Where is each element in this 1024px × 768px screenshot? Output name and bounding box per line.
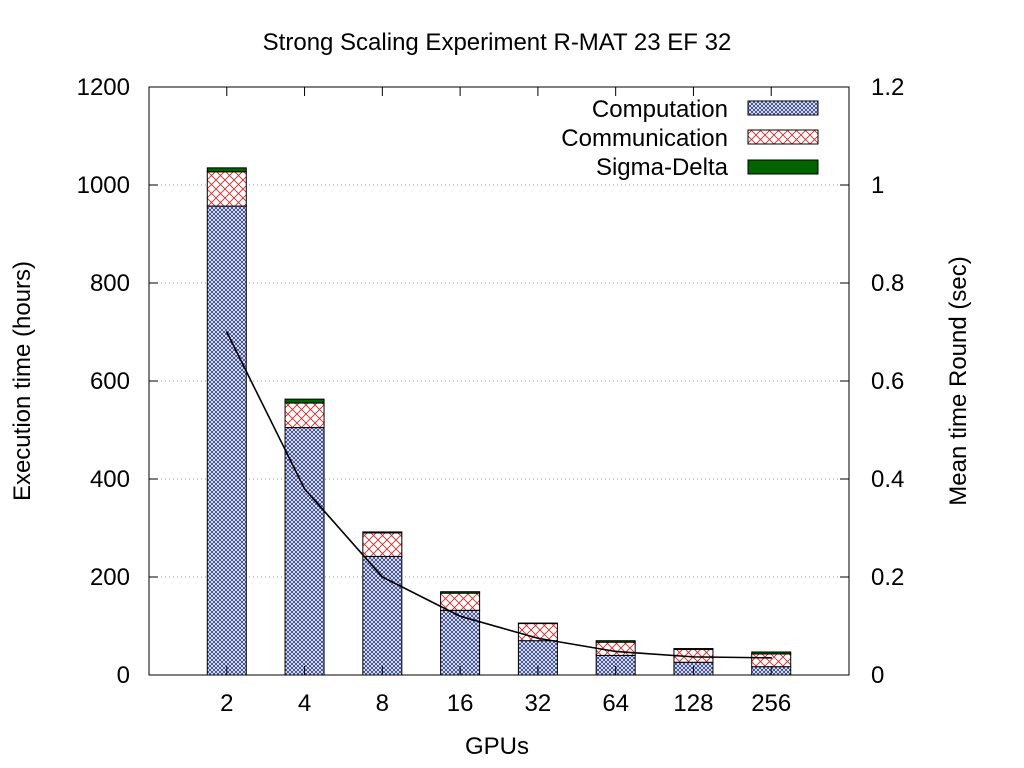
line-point-8 [381,576,384,578]
bar-communication-256 [751,653,792,668]
grid-layer [149,184,849,578]
x-tick-label-64: 64 [602,690,629,717]
x-tick-label-128: 128 [673,690,713,717]
y2-tick-label-3: 0.6 [871,368,904,395]
y-tick-label-5: 1000 [77,172,130,199]
bar-computation-2 [206,205,247,676]
bar-computation-8 [362,555,403,676]
y2-tick-label-1: 0.2 [871,564,904,591]
y2-tick-label-6: 1.2 [871,74,904,101]
bar-sigma-delta-8 [362,531,403,534]
chart-title: Strong Scaling Experiment R-MAT 23 EF 32 [263,29,732,56]
legend-swatch-computation [747,100,819,116]
legend-label-sigma-delta: Sigma-Delta [596,154,729,181]
x-axis-ticks: 2 4 8 16 32 64 128 256 [220,87,791,717]
y-tick-label-3: 600 [90,368,130,395]
y2-axis-label: Mean time Round (sec) [945,256,972,505]
legend-swatch-sigma-delta [747,159,819,175]
bar-communication-16 [440,592,481,611]
bars-layer [206,167,792,676]
bar-communication-8 [362,532,403,557]
x-tick-label-16: 16 [447,690,474,717]
y2-tick-label-2: 0.4 [871,466,904,493]
y2-tick-label-5: 1 [871,172,884,199]
line-point-32 [537,637,539,640]
legend-label-computation: Computation [592,96,728,123]
bar-computation-16 [440,609,481,676]
bar-sigma-delta-128 [673,648,714,651]
x-axis-label: GPUs [465,733,529,760]
bar-communication-2 [206,171,247,207]
line-layer [225,331,773,659]
y-tick-label-6: 1200 [77,74,130,101]
line-mean-time-round [226,331,772,659]
legend: Computation Communication Sigma-Delta [561,96,819,181]
legend-label-communication: Communication [561,125,728,152]
y2-axis-ticks: 0 0.2 0.4 0.6 0.8 1 1.2 [840,74,904,689]
x-tick-label-256: 256 [751,690,791,717]
line-point-128 [692,656,695,658]
bar-sigma-delta-16 [440,591,481,594]
bar-communication-4 [284,402,325,429]
line-point-64 [614,650,617,653]
y-tick-label-4: 800 [90,270,130,297]
y-tick-label-1: 200 [90,564,130,591]
x-tick-label-4: 4 [298,690,311,717]
line-point-256 [770,657,773,659]
bar-sigma-delta-32 [517,622,558,625]
x-tick-label-2: 2 [220,690,233,717]
line-point-16 [459,615,461,617]
x-tick-label-8: 8 [376,690,389,717]
bar-sigma-delta-2 [206,167,247,173]
bar-sigma-delta-64 [595,640,636,643]
bar-sigma-delta-256 [751,651,792,655]
y-tick-label-2: 400 [90,466,130,493]
bar-sigma-delta-4 [284,398,325,404]
y2-tick-label-0: 0 [871,662,884,689]
bar-computation-4 [284,427,325,676]
legend-swatch-communication [747,129,819,145]
line-point-4 [303,488,306,490]
y-tick-label-0: 0 [117,662,130,689]
y-axis-label: Execution time (hours) [9,261,36,501]
y-axis-ticks: 0 200 400 600 800 1000 1200 [77,74,158,689]
x-tick-label-32: 32 [525,690,552,717]
y2-tick-label-4: 0.8 [871,270,904,297]
line-point-2 [225,331,228,333]
